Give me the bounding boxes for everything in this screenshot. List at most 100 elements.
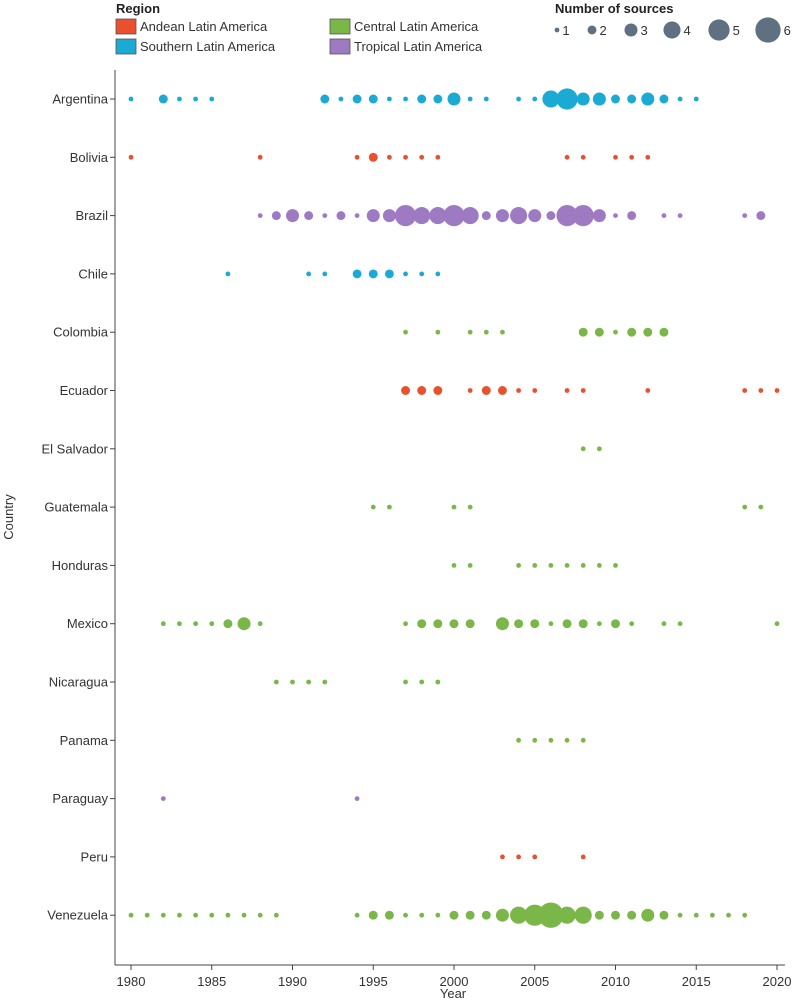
point-mexico-2020 bbox=[774, 621, 780, 627]
point-nicaragua-1992 bbox=[322, 679, 328, 685]
y-tick-label-colombia: Colombia bbox=[53, 325, 109, 340]
x-tick-label-2020: 2020 bbox=[763, 974, 792, 989]
y-tick-label-guatemala: Guatemala bbox=[44, 500, 108, 515]
point-venezuela-1980 bbox=[128, 912, 134, 918]
legend-size-circle-5 bbox=[708, 19, 730, 41]
point-venezuela-1987 bbox=[241, 912, 247, 918]
point-venezuela-2010 bbox=[611, 910, 620, 920]
point-brazil-1991 bbox=[304, 211, 314, 221]
point-bolivia-1994 bbox=[354, 154, 360, 160]
y-tick-label-paraguay: Paraguay bbox=[52, 791, 108, 806]
point-nicaragua-1989 bbox=[273, 679, 279, 685]
point-mexico-1987 bbox=[237, 617, 251, 631]
point-brazil-1988 bbox=[257, 213, 263, 219]
point-argentina-2013 bbox=[659, 94, 669, 104]
point-paraguay-1982 bbox=[160, 796, 166, 801]
point-ecuador-2004 bbox=[516, 388, 521, 393]
point-mexico-1983 bbox=[177, 621, 182, 627]
point-bolivia-2011 bbox=[629, 154, 635, 160]
point-mexico-2007 bbox=[562, 619, 572, 629]
point-chile-1986 bbox=[225, 271, 231, 277]
point-mexico-2005 bbox=[530, 619, 540, 629]
point-argentina-2009 bbox=[592, 92, 606, 106]
point-argentina-2006 bbox=[542, 90, 560, 108]
point-chile-1995 bbox=[368, 269, 378, 279]
legend-size-label-5: 5 bbox=[733, 23, 740, 38]
point-ecuador-2001 bbox=[467, 388, 473, 393]
point-colombia-2008 bbox=[578, 327, 588, 337]
point-honduras-2004 bbox=[516, 563, 521, 568]
point-venezuela-1988 bbox=[257, 912, 263, 918]
point-argentina-2008 bbox=[576, 92, 590, 106]
point-brazil-2006 bbox=[546, 211, 556, 221]
point-ecuador-1998 bbox=[417, 386, 427, 395]
point-brazil-1994 bbox=[354, 213, 360, 219]
point-venezuela-1982 bbox=[160, 912, 166, 918]
point-venezuela-2003 bbox=[495, 908, 509, 922]
legend-size-circle-6 bbox=[755, 17, 781, 43]
point-brazil-2000 bbox=[443, 205, 465, 227]
point-mexico-2006 bbox=[548, 621, 554, 627]
point-ecuador-2008 bbox=[580, 388, 586, 393]
legend-swatch-southern-latin-america bbox=[115, 38, 137, 55]
point-argentina-1997 bbox=[403, 96, 408, 102]
point-colombia-2002 bbox=[483, 329, 489, 335]
point-mexico-2008 bbox=[578, 619, 588, 629]
point-venezuela-1996 bbox=[384, 910, 394, 920]
legend: Region Andean Latin America Southern Latin… bbox=[115, 1, 791, 55]
x-tick-label-1985: 1985 bbox=[197, 974, 226, 989]
point-venezuela-1997 bbox=[403, 912, 408, 918]
legend-region-title: Region bbox=[116, 1, 160, 16]
point-argentina-1983 bbox=[177, 96, 182, 102]
point-venezuela-2000 bbox=[449, 910, 459, 920]
point-mexico-1988 bbox=[257, 621, 263, 627]
point-brazil-1995 bbox=[366, 209, 380, 223]
point-argentina-2000 bbox=[447, 92, 461, 106]
point-argentina-2001 bbox=[467, 96, 473, 102]
point-brazil-2002 bbox=[481, 211, 491, 221]
y-tick-label-venezuela: Venezuela bbox=[47, 908, 108, 923]
legend-swatch-tropical-latin-america bbox=[329, 38, 351, 55]
point-bolivia-1998 bbox=[419, 154, 425, 160]
legend-swatch-andean-latin-america bbox=[115, 18, 137, 35]
legend-size-circle-2 bbox=[587, 25, 597, 35]
point-venezuela-1994 bbox=[354, 912, 360, 918]
point-venezuela-2013 bbox=[659, 910, 669, 920]
point-bolivia-2010 bbox=[613, 154, 618, 160]
point-honduras-2005 bbox=[532, 563, 538, 568]
point-brazil-1996 bbox=[382, 209, 396, 223]
point-argentina-2015 bbox=[693, 96, 699, 102]
point-brazil-2014 bbox=[677, 213, 683, 219]
point-honduras-2007 bbox=[564, 563, 570, 568]
point-bolivia-2008 bbox=[580, 154, 586, 160]
point-venezuela-2007 bbox=[558, 906, 576, 924]
point-venezuela-1983 bbox=[177, 912, 182, 918]
point-guatemala-2001 bbox=[467, 504, 473, 510]
point-chile-1991 bbox=[306, 271, 312, 277]
point-bolivia-1980 bbox=[128, 154, 134, 160]
y-tick-label-chile: Chile bbox=[78, 266, 108, 281]
point-venezuela-1984 bbox=[193, 912, 199, 918]
point-brazil-2001 bbox=[461, 207, 479, 225]
point-bolivia-2007 bbox=[564, 154, 570, 160]
point-ecuador-1999 bbox=[433, 386, 443, 395]
point-bolivia-1999 bbox=[435, 154, 441, 160]
point-mexico-1998 bbox=[417, 619, 427, 629]
point-argentina-1992 bbox=[320, 94, 330, 104]
point-chile-1996 bbox=[384, 269, 394, 279]
point-argentina-1994 bbox=[352, 94, 362, 104]
point-brazil-2013 bbox=[661, 213, 667, 219]
point-brazil-1997 bbox=[394, 205, 417, 227]
point-venezuela-1999 bbox=[435, 912, 441, 918]
legend-size-circle-4 bbox=[663, 21, 681, 39]
point-bolivia-1988 bbox=[257, 154, 263, 160]
point-colombia-2001 bbox=[467, 329, 473, 335]
point-bolivia-1997 bbox=[403, 154, 408, 160]
point-panama-2007 bbox=[564, 737, 570, 743]
legend-size-label-2: 2 bbox=[599, 23, 606, 38]
point-mexico-1986 bbox=[223, 619, 233, 629]
point-ecuador-2003 bbox=[498, 386, 507, 395]
point-panama-2006 bbox=[548, 737, 554, 743]
point-mexico-2014 bbox=[677, 621, 683, 627]
